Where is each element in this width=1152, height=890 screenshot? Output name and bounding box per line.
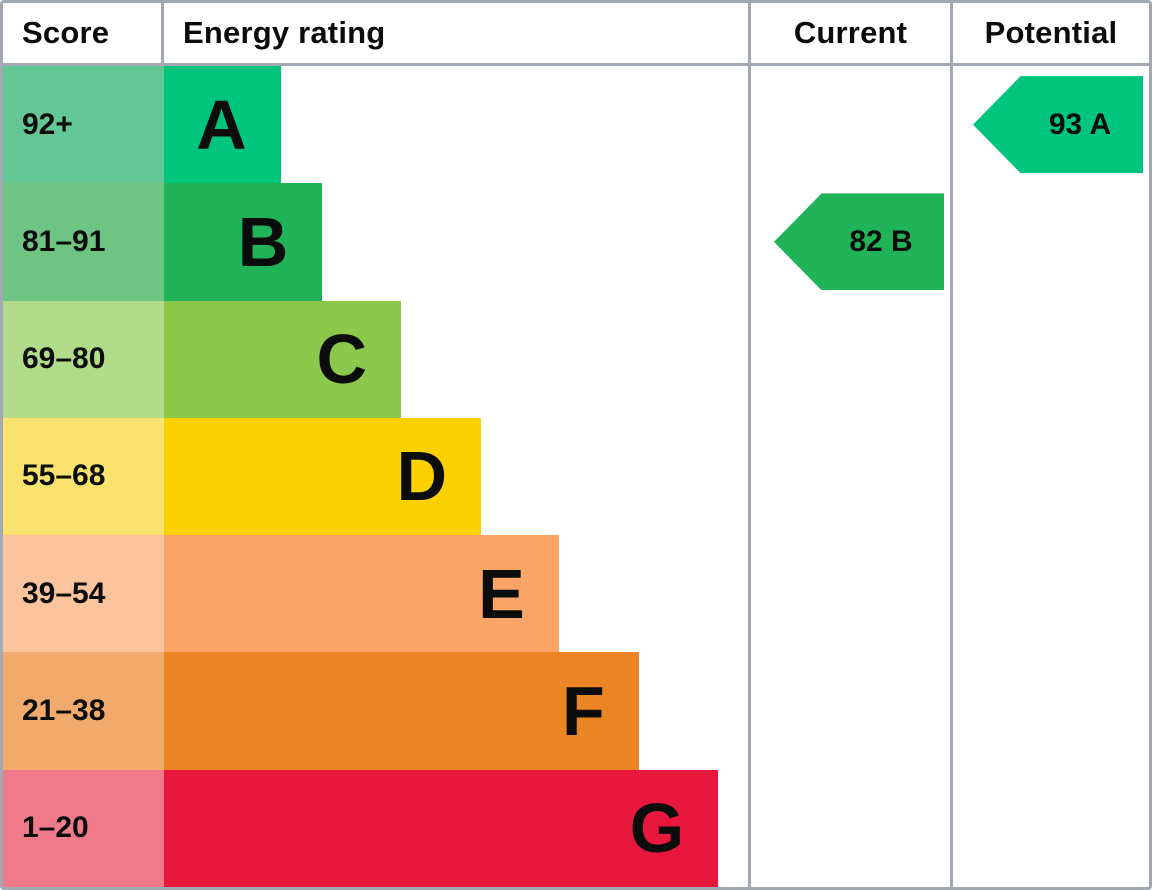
epc-grid: Score Energy rating Current Potential 92… <box>3 3 1149 887</box>
band-letter-g: G <box>629 789 685 868</box>
current-cell-d <box>751 417 953 536</box>
energy-bar-c: C <box>164 300 402 418</box>
potential-cell-e <box>953 535 1149 652</box>
energy-band-cell-e: E <box>164 535 751 653</box>
potential-cell-g <box>953 770 1149 887</box>
potential-rating-label: 93 A <box>1048 107 1112 141</box>
energy-bar-d: D <box>164 417 482 536</box>
energy-band-cell-c: C <box>164 300 751 418</box>
potential-cell-d <box>953 418 1149 535</box>
band-letter-c: C <box>316 320 368 399</box>
band-letter-a: A <box>196 85 247 164</box>
potential-cell-c <box>953 301 1149 418</box>
column-header-score: Score <box>3 3 164 66</box>
current-cell-g <box>751 769 953 887</box>
energy-bar-a: A <box>164 66 281 184</box>
current-cell-c <box>751 300 953 418</box>
energy-bar-g: G <box>164 769 719 887</box>
potential-rating-arrow: 93 A <box>973 76 1143 174</box>
column-header-current: Current <box>751 3 953 66</box>
energy-band-cell-f: F <box>164 652 751 770</box>
energy-band-cell-d: D <box>164 417 751 536</box>
current-cell-a <box>751 66 953 184</box>
current-cell-b: 82 B <box>751 183 953 301</box>
energy-band-cell-b: B <box>164 183 751 301</box>
potential-cell-f <box>953 652 1149 769</box>
energy-bar-b: B <box>164 183 323 301</box>
score-range-a: 92+ <box>3 66 164 184</box>
current-rating-label: 82 B <box>849 224 913 258</box>
score-range-g: 1–20 <box>3 769 164 887</box>
score-range-b: 81–91 <box>3 183 164 301</box>
band-letter-d: D <box>396 437 448 516</box>
energy-band-cell-g: G <box>164 769 751 887</box>
score-range-d: 55–68 <box>3 417 164 536</box>
score-range-e: 39–54 <box>3 535 164 653</box>
energy-band-cell-a: A <box>164 66 751 184</box>
band-letter-b: B <box>237 202 289 281</box>
score-range-c: 69–80 <box>3 300 164 418</box>
column-header-potential: Potential <box>953 3 1149 66</box>
potential-cell-a: 93 A <box>953 66 1149 183</box>
column-header-energy-rating: Energy rating <box>164 3 751 66</box>
current-rating-arrow: 82 B <box>774 193 944 291</box>
energy-bar-e: E <box>164 535 559 653</box>
band-letter-e: E <box>478 554 525 633</box>
score-range-f: 21–38 <box>3 652 164 770</box>
current-cell-f <box>751 652 953 770</box>
energy-bar-f: F <box>164 652 639 770</box>
current-cell-e <box>751 535 953 653</box>
potential-cell-b <box>953 183 1149 300</box>
band-letter-f: F <box>562 672 605 751</box>
